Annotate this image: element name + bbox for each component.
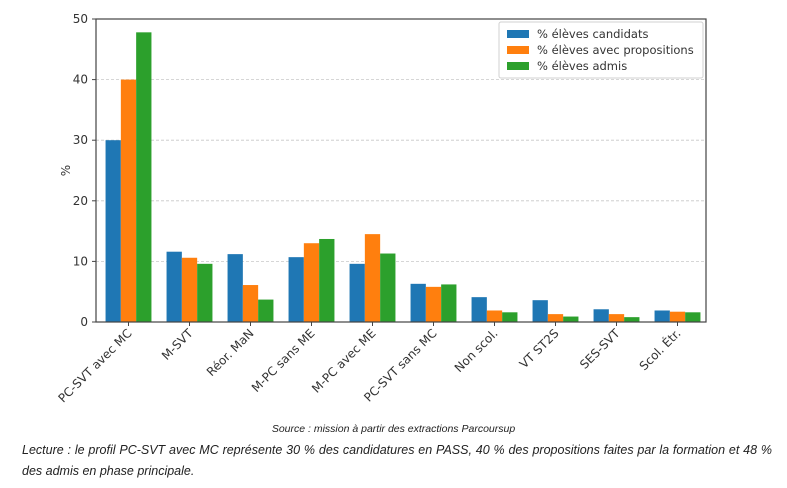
bar: [105, 140, 121, 322]
bar: [120, 79, 137, 322]
bar-chart: 0 10 20 30 40 50 PC-SVT avec MC M-SVT Réor. MaN…: [55, 12, 707, 405]
bars: [105, 32, 701, 322]
x-tick-label: Scol. Étr.: [636, 326, 684, 374]
bar: [608, 314, 625, 322]
bar: [425, 286, 442, 322]
bar: [563, 316, 579, 322]
y-tick-label: 40: [73, 73, 88, 87]
gridlines: [96, 79, 706, 262]
bar: [349, 263, 365, 322]
x-tick-label: VT ST2S: [517, 326, 562, 371]
bar: [410, 283, 426, 322]
bar: [685, 312, 701, 322]
x-tick-label: SES-SVT: [577, 326, 623, 372]
source-caption: Source : mission à partir des extraction…: [271, 423, 516, 435]
bar: [532, 300, 548, 322]
y-tick-label: 30: [73, 133, 88, 147]
legend-label: % élèves avec propositions: [537, 43, 694, 57]
y-axis: 0 10 20 30 40 50: [73, 12, 96, 329]
bar: [136, 32, 152, 322]
bar: [669, 311, 686, 322]
legend-swatch: [507, 62, 529, 70]
bar: [227, 254, 243, 322]
plot-frame: [95, 18, 707, 323]
bar: [486, 310, 503, 322]
bar: [258, 299, 274, 322]
y-tick-label: 20: [73, 194, 88, 208]
x-tick-label: M-PC sans ME: [249, 326, 318, 395]
x-tick-label: M-SVT: [159, 326, 196, 363]
legend-swatch: [507, 46, 529, 54]
y-axis-label: %: [59, 165, 73, 176]
bar: [242, 285, 259, 322]
bar: [547, 314, 564, 322]
y-tick-label: 50: [73, 12, 88, 26]
bar: [380, 253, 396, 322]
y-tick-label: 0: [80, 315, 88, 329]
bar: [303, 243, 320, 322]
x-tick-label: Non scol.: [452, 326, 501, 375]
bar: [441, 284, 457, 322]
x-tick-label: Réor. MaN: [204, 326, 257, 379]
bar: [197, 263, 213, 322]
bar: [288, 257, 304, 322]
legend-label: % élèves candidats: [537, 27, 648, 41]
bar: [471, 297, 487, 322]
bar: [364, 234, 381, 322]
x-tick-label: PC-SVT avec MC: [55, 326, 134, 405]
lecture-caption: Lecture : le profil PC-SVT avec MC repré…: [22, 443, 772, 478]
bar: [166, 251, 182, 322]
bar: [502, 312, 518, 322]
x-tick-label: M-PC avec ME: [309, 326, 379, 396]
legend: % élèves candidats % élèves avec proposit…: [498, 21, 704, 79]
bar: [624, 317, 640, 322]
bar: [181, 257, 198, 322]
legend-swatch: [507, 30, 529, 38]
legend-box: [498, 21, 704, 79]
y-tick-label: 10: [73, 254, 88, 268]
bar: [654, 310, 670, 322]
bar: [319, 238, 335, 322]
bar: [593, 309, 609, 322]
legend-label: % élèves admis: [537, 59, 627, 73]
